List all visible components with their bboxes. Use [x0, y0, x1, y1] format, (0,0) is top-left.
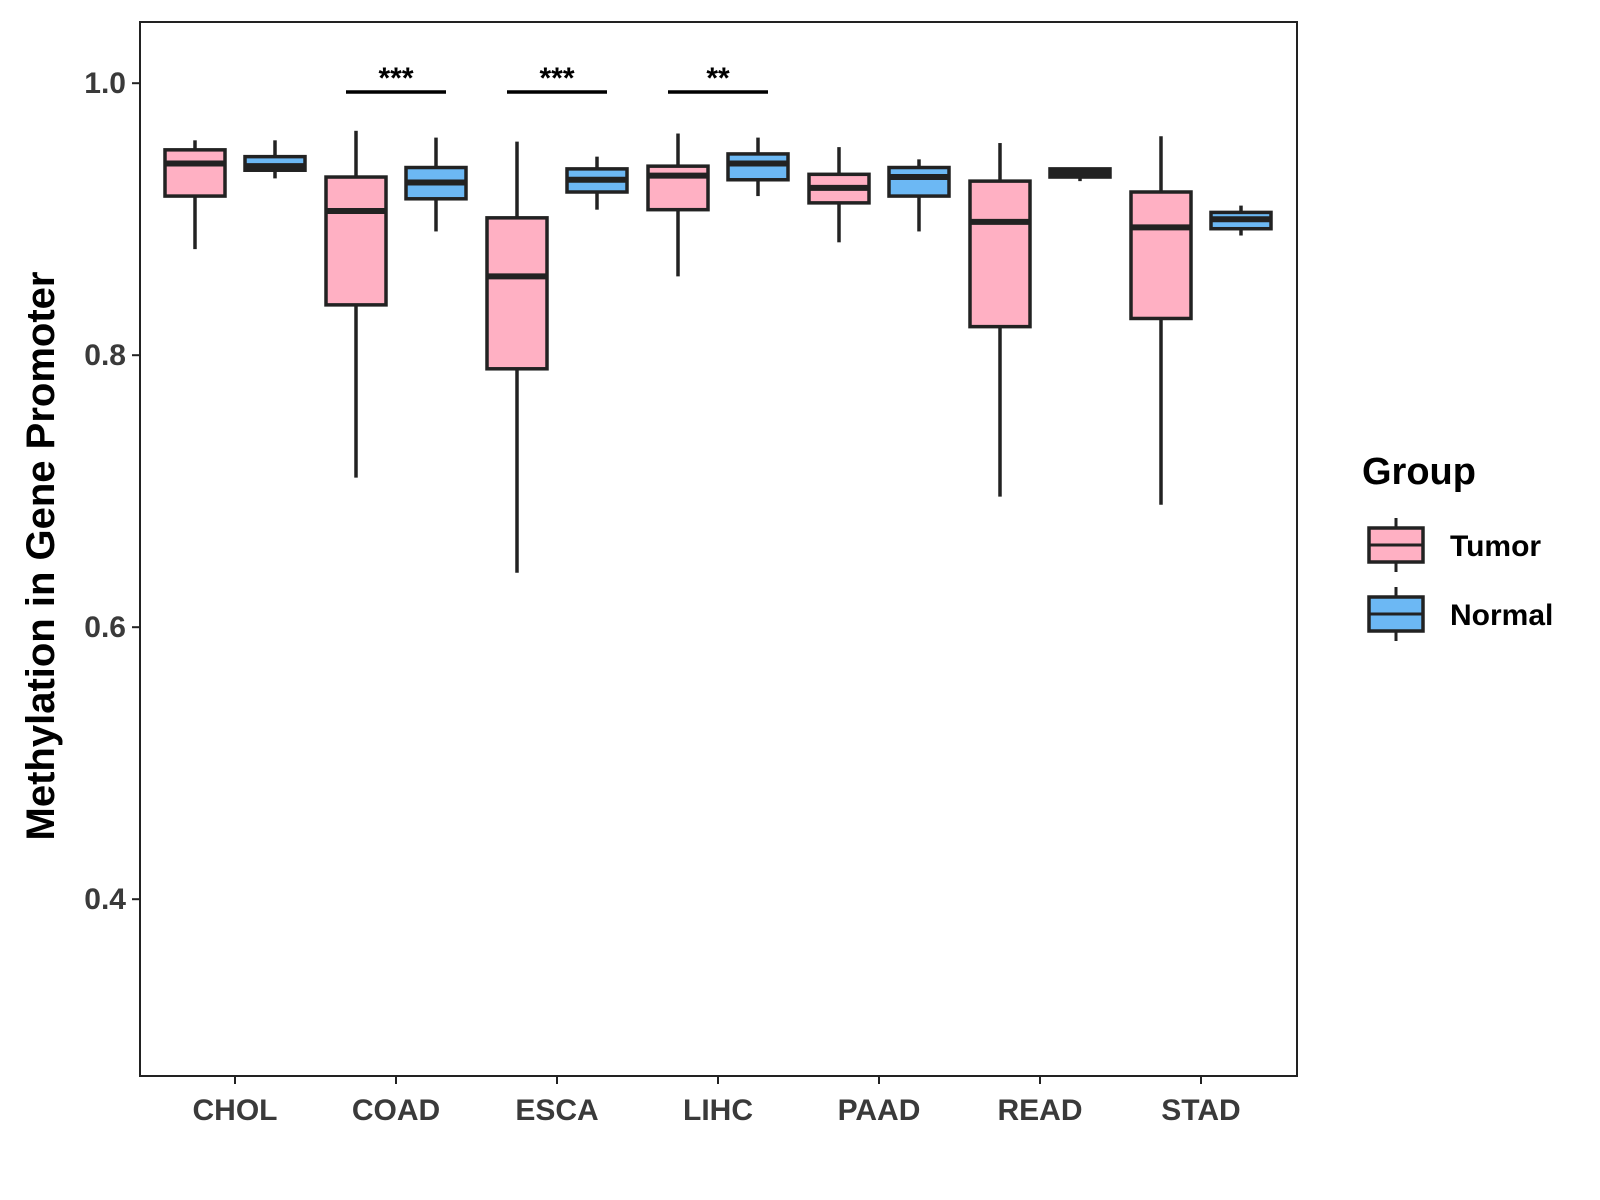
x-tick-label: PAAD [838, 1094, 921, 1127]
box-paad-normal [887, 165, 951, 198]
y-tick-label: 1.0 [84, 67, 126, 100]
box-esca-tumor [485, 216, 549, 371]
box-chol-tumor [163, 148, 227, 198]
box-read-tumor [968, 179, 1032, 329]
axes: 0.4 0.6 0.8 1.0 CHOL COAD ESCA LIHC PAAD READ STAD [84, 21, 1298, 1127]
y-tick-label: 0.8 [84, 339, 126, 372]
legend-label-normal: Normal [1450, 599, 1553, 632]
y-tick-label: 0.4 [84, 883, 126, 916]
x-tick-label: LIHC [683, 1094, 753, 1127]
box-stad-tumor [1129, 190, 1193, 321]
x-tick-label: ESCA [515, 1094, 598, 1127]
box-coad-tumor [324, 175, 388, 307]
box-lihc-normal [726, 152, 790, 182]
x-tick-label: STAD [1161, 1094, 1240, 1127]
legend: Group Tumor Normal [1362, 451, 1553, 641]
legend-label-tumor: Tumor [1450, 530, 1541, 563]
significance-label-coad: *** [378, 62, 413, 95]
x-tick-label: CHOL [193, 1094, 278, 1127]
significance-annotations: *** *** ** [346, 62, 768, 95]
legend-title: Group [1362, 451, 1476, 493]
x-tick-label: COAD [352, 1094, 440, 1127]
x-tick-label: READ [997, 1094, 1082, 1127]
significance-label-lihc: ** [706, 62, 730, 95]
significance-label-esca: *** [539, 62, 574, 95]
y-axis-title: Methylation in Gene Promoter [19, 272, 63, 841]
y-tick-label: 0.6 [84, 611, 126, 644]
plot-area [163, 130, 1273, 573]
